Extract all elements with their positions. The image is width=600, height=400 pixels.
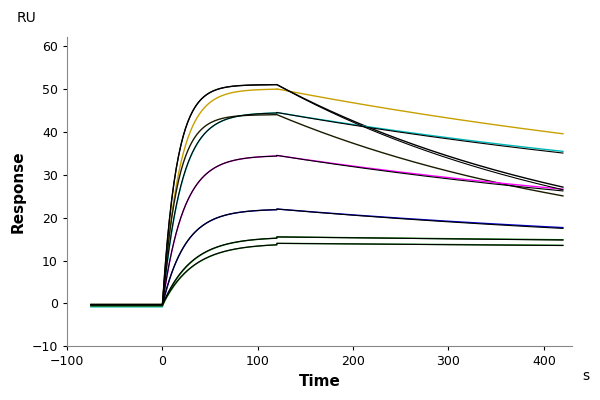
Y-axis label: Response: Response [11, 150, 26, 233]
Text: s: s [583, 370, 590, 384]
Text: RU: RU [17, 11, 36, 25]
X-axis label: Time: Time [299, 374, 341, 389]
